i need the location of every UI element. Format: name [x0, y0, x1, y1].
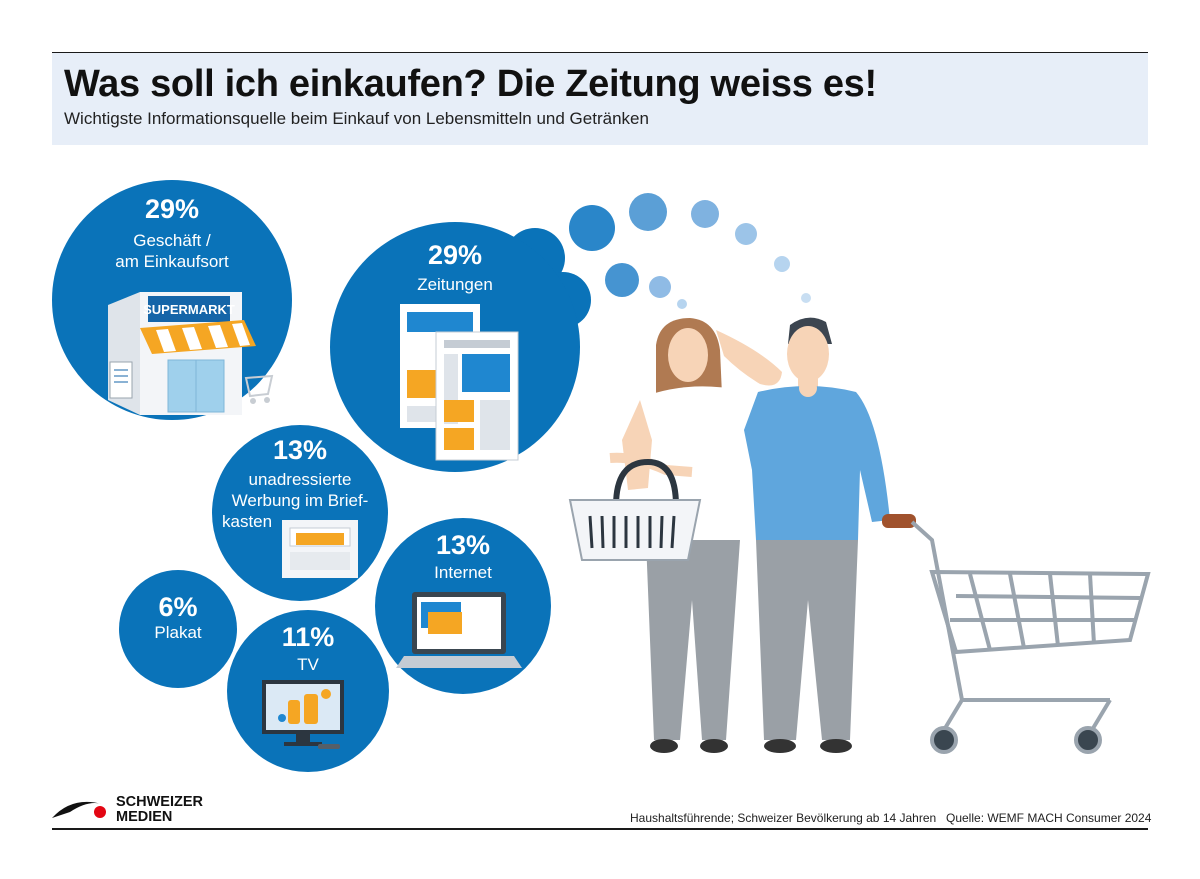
- label-plakat: Plakat: [154, 623, 202, 642]
- bubble-plakat: 6% Plakat: [119, 570, 237, 688]
- label-tv: TV: [297, 655, 319, 674]
- pct-briefkasten: 13%: [272, 435, 328, 465]
- shopping-basket-icon: [568, 458, 702, 561]
- label-briefkasten-2: Werbung im Brief-: [231, 491, 369, 510]
- thought-dots: [569, 193, 811, 309]
- newspaper-icon: [400, 304, 519, 461]
- mailbox-icon: [282, 520, 358, 578]
- label-briefkasten-3: kasten: [222, 512, 273, 531]
- supermarket-icon: SUPERMARKT: [108, 292, 274, 415]
- man-figure: [744, 317, 890, 753]
- footer-rule: [52, 828, 1148, 830]
- logo-text: SCHWEIZER MEDIEN: [116, 795, 203, 825]
- page-subtitle: Wichtigste Informationsquelle beim Einka…: [64, 109, 649, 128]
- pct-zeitungen: 29%: [427, 240, 483, 270]
- label-geschaeft-2: am Einkaufsort: [115, 252, 229, 271]
- pct-internet: 13%: [435, 530, 491, 560]
- label-briefkasten-1: unadressierte: [248, 470, 352, 489]
- shopping-cart-icon: [882, 514, 1151, 754]
- logo-line-1: SCHWEIZER: [116, 794, 203, 810]
- pct-plakat: 6%: [158, 592, 198, 622]
- header-banner: Was soll ich einkaufen? Die Zeitung weis…: [52, 52, 1148, 145]
- label-internet: Internet: [434, 563, 492, 582]
- page-title: Was soll ich einkaufen? Die Zeitung weis…: [64, 63, 877, 105]
- laptop-icon: [396, 592, 522, 668]
- pct-tv: 11%: [281, 622, 335, 652]
- shop-sign-text: SUPERMARKT: [143, 302, 235, 317]
- tv-icon: [262, 680, 344, 749]
- pct-geschaeft: 29%: [144, 194, 200, 224]
- footnote: Haushaltsführende; Schweizer Bevölkerung…: [630, 811, 937, 825]
- source-note: Quelle: WEMF MACH Consumer 2024: [946, 811, 1152, 825]
- label-zeitungen: Zeitungen: [417, 275, 493, 294]
- label-geschaeft-1: Geschäft /: [133, 231, 211, 250]
- logo-line-2: MEDIEN: [116, 809, 173, 825]
